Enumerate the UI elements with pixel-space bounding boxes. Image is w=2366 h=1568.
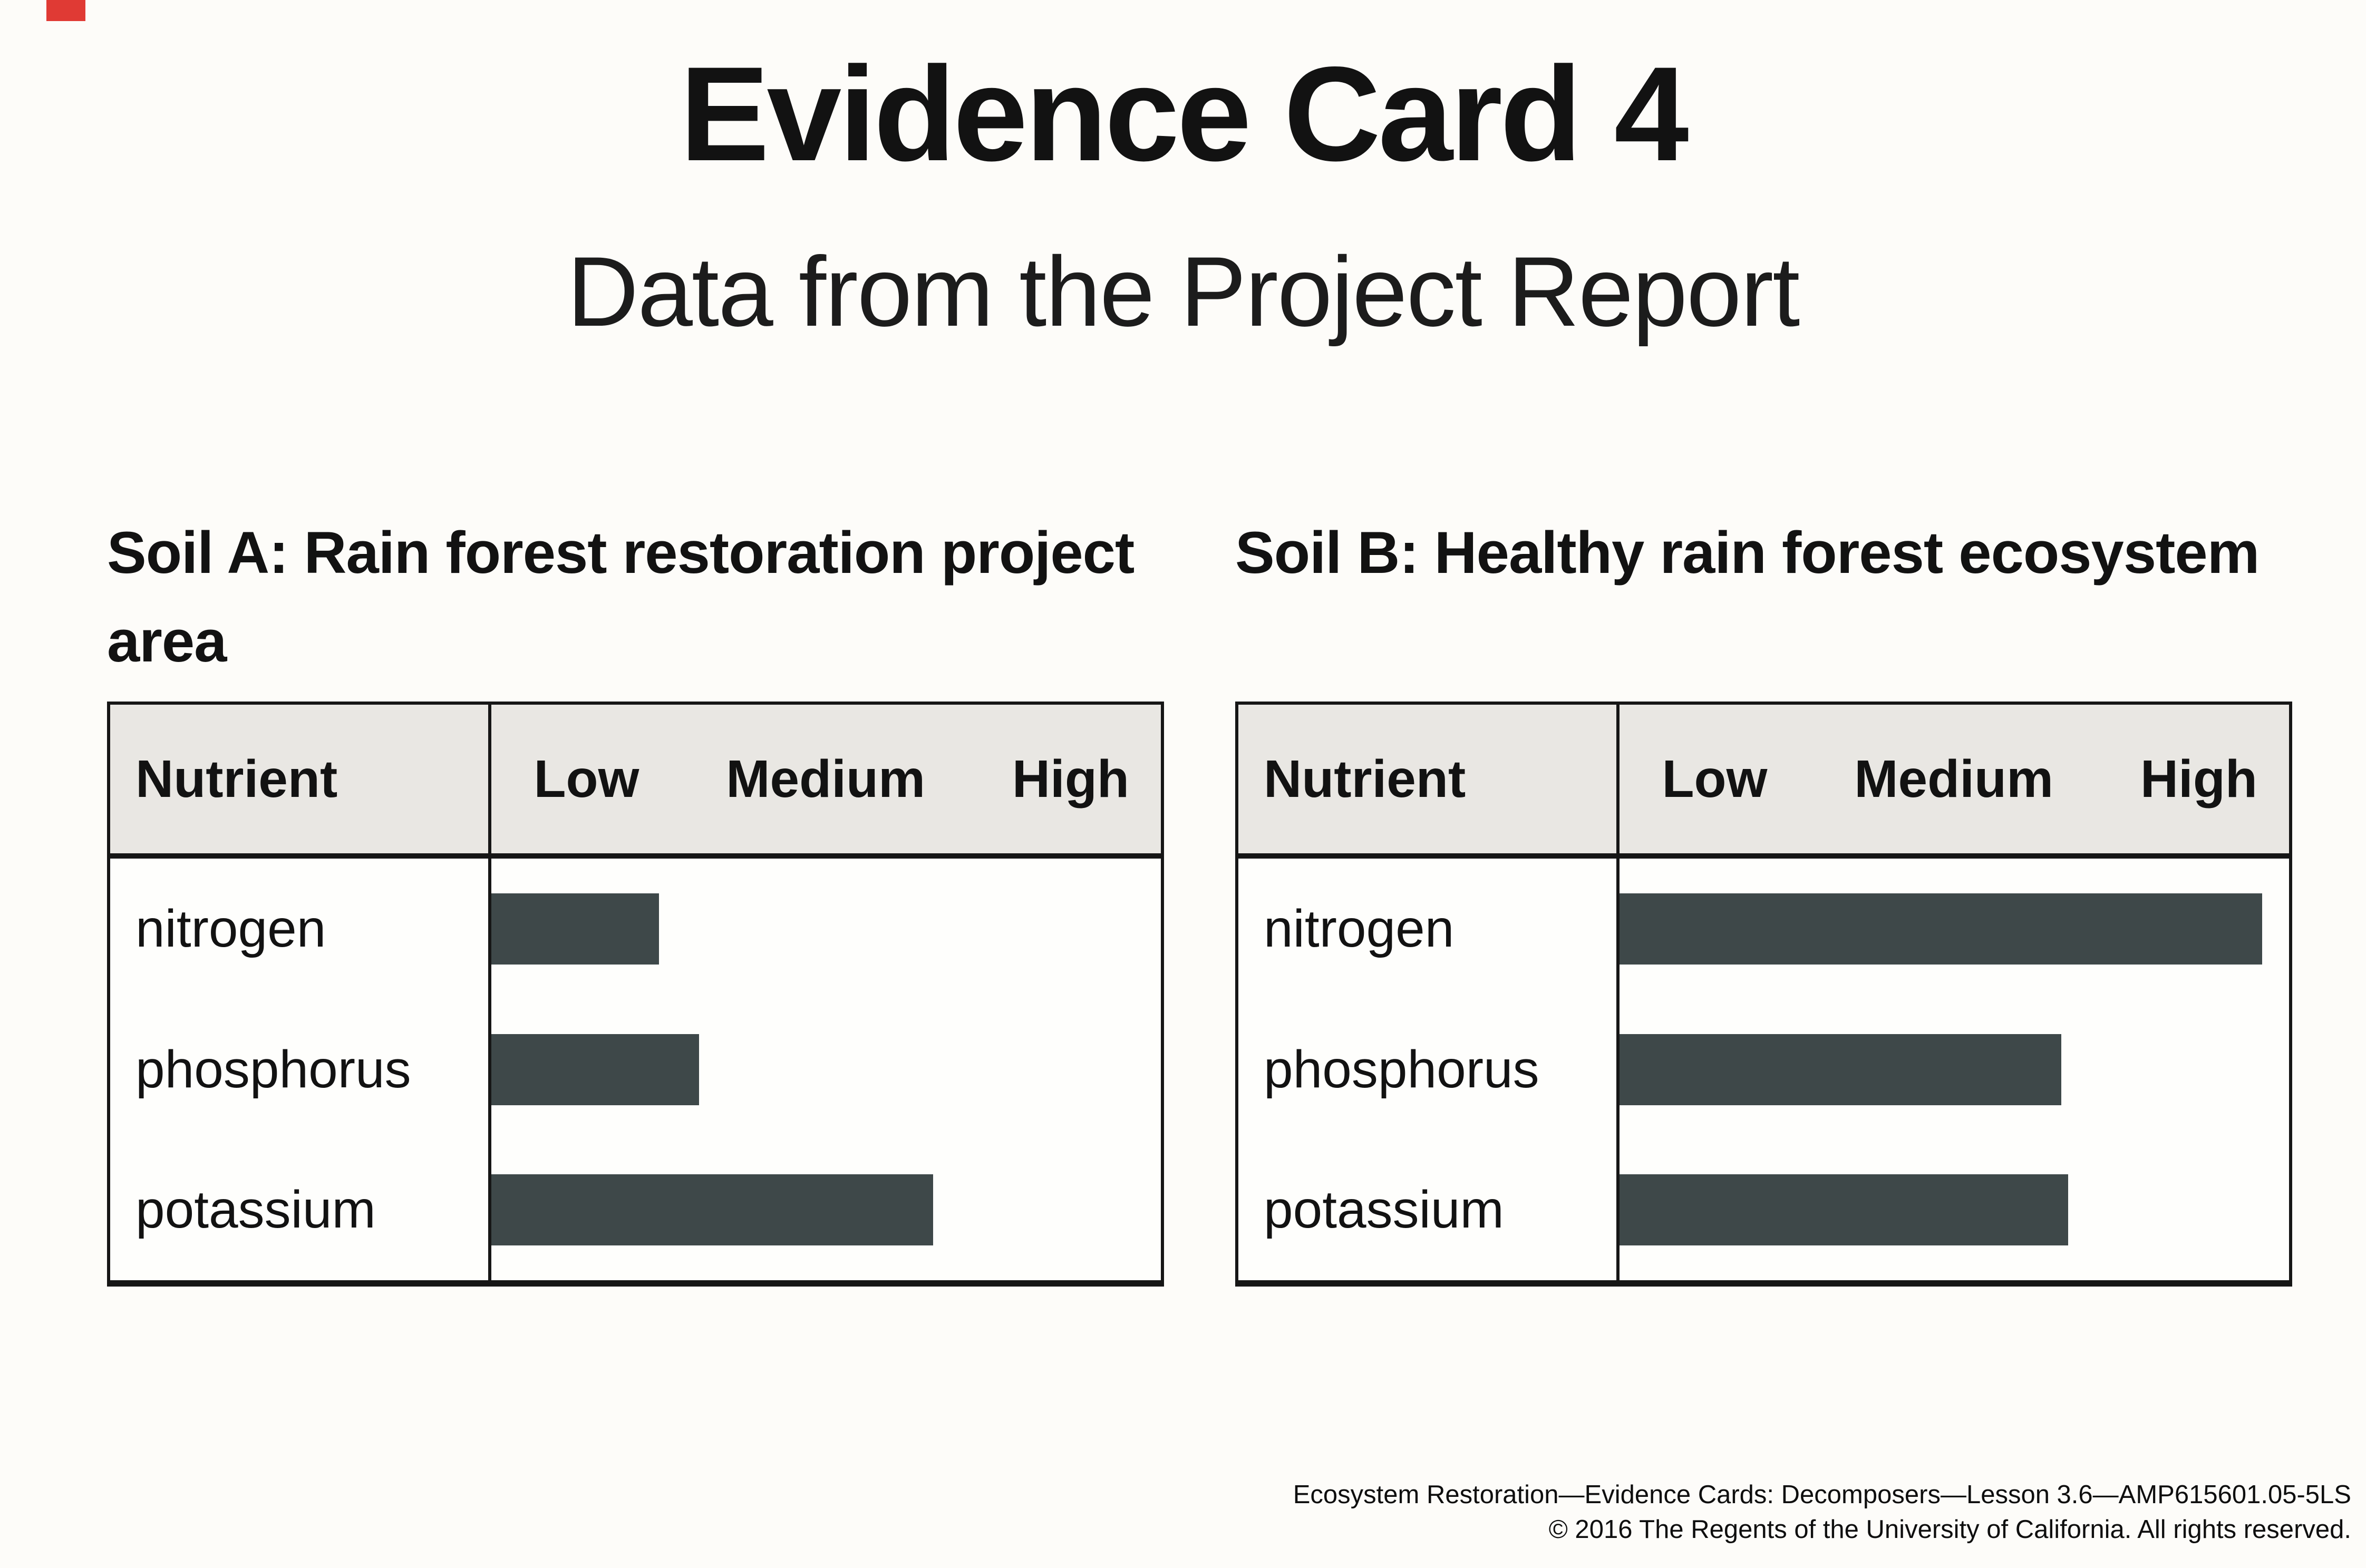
bar-cell bbox=[491, 999, 1161, 1140]
soil-a-table-body: nitrogen phosphorus potassium bbox=[110, 859, 1161, 1281]
soil-a-section: Soil A: Rain forest restoration project … bbox=[107, 509, 1164, 1287]
footer-line-1: Ecosystem Restoration—Evidence Cards: De… bbox=[1293, 1480, 2351, 1509]
level-column-headers: Low Medium High bbox=[1620, 705, 2289, 853]
table-row: nitrogen bbox=[110, 859, 1161, 999]
table-row: phosphorus bbox=[110, 999, 1161, 1140]
page-subtitle: Data from the Project Report bbox=[567, 236, 1800, 347]
nutrient-level-bar bbox=[1620, 893, 2263, 965]
soil-b-table: Nutrient Low Medium High nitrogen bbox=[1235, 702, 2292, 1287]
page-title: Evidence Card 4 bbox=[680, 39, 1689, 189]
bar-cell bbox=[1620, 999, 2289, 1140]
nutrient-label: potassium bbox=[110, 1140, 492, 1281]
level-header-medium: Medium bbox=[726, 749, 926, 809]
table-row: nitrogen bbox=[1238, 859, 2289, 999]
scan-artifact-red-mark bbox=[46, 0, 85, 21]
soil-a-heading: Soil A: Rain forest restoration project … bbox=[107, 520, 1134, 674]
level-header-high: High bbox=[1012, 749, 1129, 809]
nutrient-label: potassium bbox=[1238, 1140, 1620, 1281]
nutrient-level-bar bbox=[1620, 1034, 2062, 1105]
footer-line-2: © 2016 The Regents of the University of … bbox=[1548, 1515, 2351, 1544]
soil-b-table-body: nitrogen phosphorus potassium bbox=[1238, 859, 2289, 1281]
level-header-low: Low bbox=[534, 749, 639, 809]
tables-container: Soil A: Rain forest restoration project … bbox=[107, 509, 2292, 1287]
table-row: potassium bbox=[1238, 1140, 2289, 1281]
bar-cell bbox=[491, 1140, 1161, 1280]
nutrient-level-bar bbox=[1620, 1174, 2069, 1246]
nutrient-column-header: Nutrient bbox=[1238, 705, 1620, 853]
level-header-medium: Medium bbox=[1854, 749, 2054, 809]
nutrient-column-header: Nutrient bbox=[110, 705, 492, 853]
soil-b-table-header: Nutrient Low Medium High bbox=[1238, 705, 2289, 859]
level-header-low: Low bbox=[1662, 749, 1768, 809]
footer-credit: Ecosystem Restoration—Evidence Cards: De… bbox=[1293, 1477, 2351, 1547]
bar-cell bbox=[491, 859, 1161, 999]
level-column-headers: Low Medium High bbox=[491, 705, 1161, 853]
soil-b-section: Soil B: Healthy rain forest ecosystem Nu… bbox=[1235, 509, 2292, 1287]
bar-cell bbox=[1620, 1140, 2289, 1280]
nutrient-level-bar bbox=[491, 893, 659, 965]
soil-a-table-header: Nutrient Low Medium High bbox=[110, 705, 1161, 859]
soil-a-table: Nutrient Low Medium High nitrogen bbox=[107, 702, 1164, 1287]
nutrient-label: phosphorus bbox=[1238, 999, 1620, 1140]
level-header-high: High bbox=[2140, 749, 2257, 809]
soil-b-heading: Soil B: Healthy rain forest ecosystem bbox=[1235, 520, 2260, 586]
table-row: phosphorus bbox=[1238, 999, 2289, 1140]
table-row: potassium bbox=[110, 1140, 1161, 1281]
nutrient-label: phosphorus bbox=[110, 999, 492, 1140]
nutrient-level-bar bbox=[491, 1174, 934, 1246]
nutrient-label: nitrogen bbox=[1238, 859, 1620, 999]
nutrient-level-bar bbox=[491, 1034, 699, 1105]
bar-cell bbox=[1620, 859, 2289, 999]
nutrient-label: nitrogen bbox=[110, 859, 492, 999]
